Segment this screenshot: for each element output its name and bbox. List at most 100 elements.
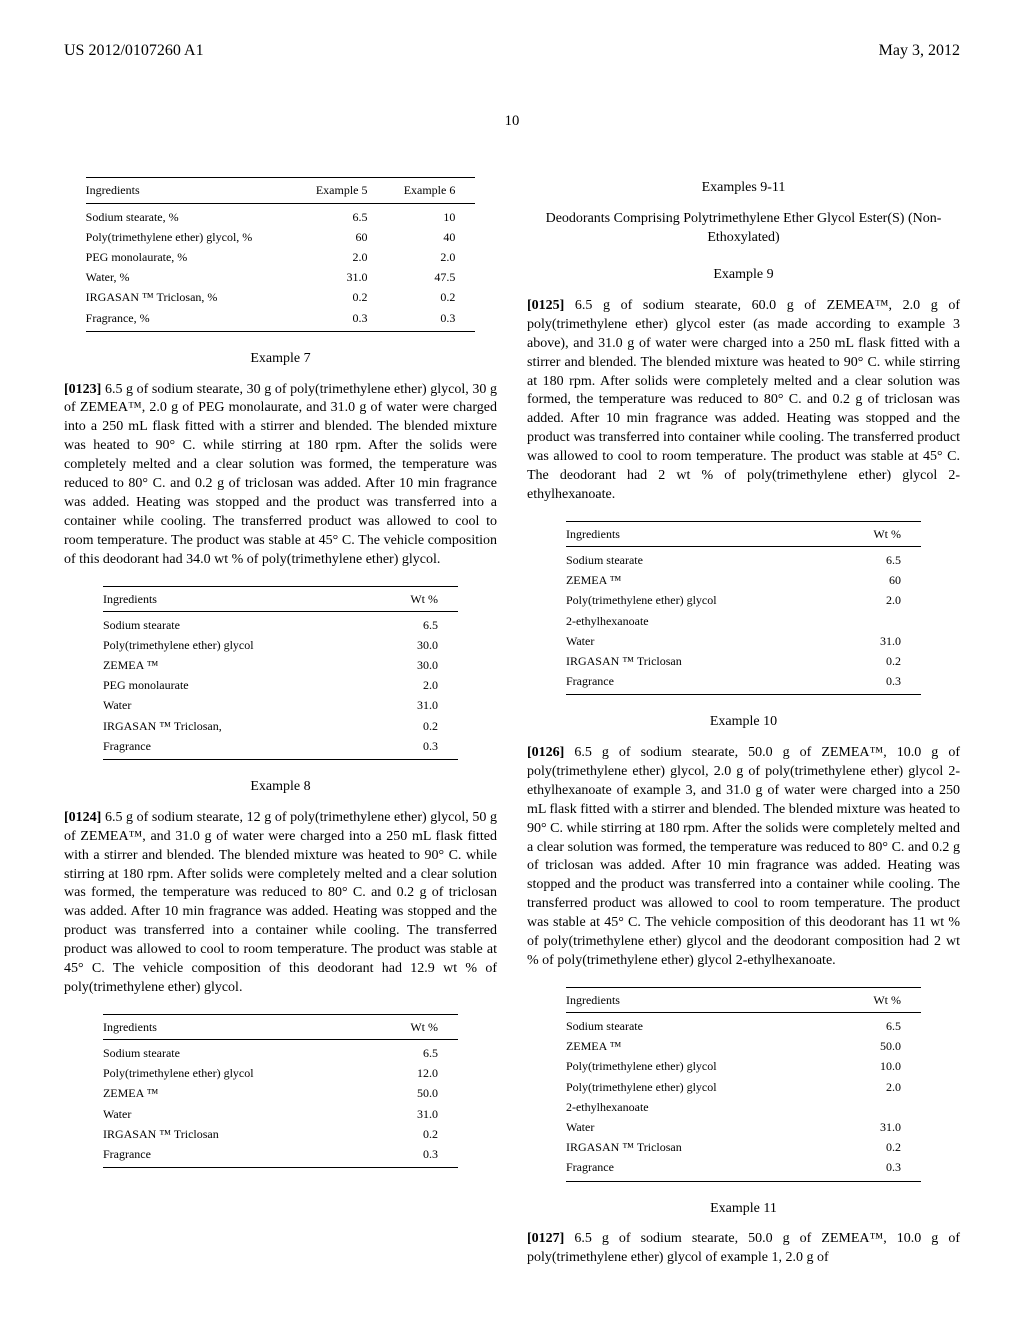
table-cell: 10.0 [839, 1056, 921, 1076]
table-cell: 6.5 [376, 611, 458, 635]
table-row: IRGASAN ™ Triclosan,0.2 [103, 716, 458, 736]
table-cell: Poly(trimethylene ether) glycol [103, 635, 376, 655]
table-cell: 0.3 [376, 736, 458, 760]
doc-number: US 2012/0107260 A1 [64, 40, 204, 62]
table-cell: Water [566, 1117, 839, 1137]
table-row: IRGASAN ™ Triclosan0.2 [103, 1124, 458, 1144]
table-cell: 60 [300, 227, 388, 247]
ex11-para-num: [0127] [527, 1231, 564, 1246]
table-cell: 6.5 [300, 203, 388, 227]
table-cell: 6.5 [839, 546, 921, 570]
ex7-title: Example 7 [64, 350, 497, 369]
table-row: Sodium stearate6.5 [103, 1039, 458, 1063]
table-cell: Sodium stearate [566, 546, 839, 570]
ex10-text: 6.5 g of sodium stearate, 50.0 g of ZEME… [527, 745, 960, 968]
table-cell: 31.0 [300, 267, 388, 287]
table-cell: 0.2 [388, 287, 476, 307]
table-row: Sodium stearate6.5 [103, 611, 458, 635]
table-cell: 0.2 [376, 1124, 458, 1144]
th-ex5: Example 5 [300, 178, 388, 203]
ex8-title: Example 8 [64, 778, 497, 797]
table-cell: 31.0 [839, 1117, 921, 1137]
table-row: Sodium stearate, %6.510 [86, 203, 476, 227]
table-row: Poly(trimethylene ether) glycol12.0 [103, 1063, 458, 1083]
ex8-para-num: [0124] [64, 810, 101, 825]
table-cell: Sodium stearate [103, 611, 376, 635]
table-cell: IRGASAN ™ Triclosan, [103, 716, 376, 736]
ex9-text: 6.5 g of sodium stearate, 60.0 g of ZEME… [527, 298, 960, 502]
table-cell: 0.3 [839, 671, 921, 695]
table-cell: 2-ethylhexanoate [566, 611, 839, 631]
table-cell: 0.3 [839, 1157, 921, 1181]
table-row: ZEMEA ™50.0 [103, 1083, 458, 1103]
table-row: Poly(trimethylene ether) glycol30.0 [103, 635, 458, 655]
ex10-para-num: [0126] [527, 745, 564, 760]
table-cell: IRGASAN ™ Triclosan [566, 1137, 839, 1157]
th-wt: Wt % [376, 586, 458, 611]
table-cell: Fragrance [103, 1144, 376, 1168]
ex11-text: 6.5 g of sodium stearate, 50.0 g of ZEME… [527, 1231, 960, 1265]
ex9-para: [0125] 6.5 g of sodium stearate, 60.0 g … [527, 297, 960, 505]
table-row: 2-ethylhexanoate [566, 1097, 921, 1117]
table-cell: 31.0 [839, 631, 921, 651]
table-cell: 50.0 [376, 1083, 458, 1103]
tbody-ex7: Sodium stearate6.5Poly(trimethylene ethe… [103, 611, 458, 759]
th-ex6: Example 6 [388, 178, 476, 203]
ex8-para: [0124] 6.5 g of sodium stearate, 12 g of… [64, 809, 497, 998]
table-cell: 0.3 [388, 308, 476, 332]
table-row: Water31.0 [103, 1104, 458, 1124]
table-row: Fragrance0.3 [566, 671, 921, 695]
ex10-para: [0126] 6.5 g of sodium stearate, 50.0 g … [527, 744, 960, 971]
table-cell: 2.0 [300, 247, 388, 267]
section-subtitle: Deodorants Comprising Polytrimethylene E… [527, 210, 960, 248]
table-cell: Water, % [86, 267, 300, 287]
table-row: Water31.0 [566, 631, 921, 651]
table-cell: 2.0 [839, 1077, 921, 1097]
th-wt: Wt % [376, 1014, 458, 1039]
section-title: Examples 9-11 [527, 179, 960, 198]
table-ex9: Ingredients Wt % Sodium stearate6.5ZEMEA… [566, 521, 921, 696]
table-row: ZEMEA ™30.0 [103, 655, 458, 675]
table-cell: Sodium stearate [103, 1039, 376, 1063]
table-cell [839, 611, 921, 631]
table-cell: 2.0 [839, 590, 921, 610]
table-cell: 2.0 [376, 675, 458, 695]
table-row: PEG monolaurate2.0 [103, 675, 458, 695]
tbody-ex56: Sodium stearate, %6.510Poly(trimethylene… [86, 203, 476, 331]
table-cell: IRGASAN ™ Triclosan, % [86, 287, 300, 307]
table-row: Poly(trimethylene ether) glycol2.0 [566, 590, 921, 610]
ex9-para-num: [0125] [527, 298, 564, 313]
tbody-ex10: Sodium stearate6.5ZEMEA ™50.0Poly(trimet… [566, 1013, 921, 1182]
left-column: Ingredients Example 5 Example 6 Sodium s… [64, 161, 497, 1280]
table-row: Poly(trimethylene ether) glycol, %6040 [86, 227, 476, 247]
table-row: IRGASAN ™ Triclosan0.2 [566, 651, 921, 671]
table-cell: 0.2 [300, 287, 388, 307]
table-ex5-6: Ingredients Example 5 Example 6 Sodium s… [86, 177, 476, 331]
table-ex10: Ingredients Wt % Sodium stearate6.5ZEMEA… [566, 987, 921, 1182]
table-row: Fragrance0.3 [103, 736, 458, 760]
table-row: 2-ethylhexanoate [566, 611, 921, 631]
ex7-para-num: [0123] [64, 382, 101, 397]
table-row: IRGASAN ™ Triclosan0.2 [566, 1137, 921, 1157]
th-ing: Ingredients [566, 987, 839, 1012]
table-row: PEG monolaurate, %2.02.0 [86, 247, 476, 267]
table-cell: Fragrance [566, 1157, 839, 1181]
table-cell: Poly(trimethylene ether) glycol [566, 1077, 839, 1097]
table-row: IRGASAN ™ Triclosan, %0.20.2 [86, 287, 476, 307]
table-cell: 10 [388, 203, 476, 227]
table-cell: IRGASAN ™ Triclosan [103, 1124, 376, 1144]
table-cell: 60 [839, 570, 921, 590]
ex11-title: Example 11 [527, 1200, 960, 1219]
table-cell: Poly(trimethylene ether) glycol [566, 1056, 839, 1076]
table-cell: 0.2 [839, 651, 921, 671]
table-cell: Fragrance, % [86, 308, 300, 332]
table-row: Water31.0 [566, 1117, 921, 1137]
tbody-ex8: Sodium stearate6.5Poly(trimethylene ethe… [103, 1039, 458, 1167]
table-cell: 40 [388, 227, 476, 247]
th-wt: Wt % [839, 521, 921, 546]
table-cell: PEG monolaurate, % [86, 247, 300, 267]
table-cell [839, 1097, 921, 1117]
table-cell: 0.2 [839, 1137, 921, 1157]
table-cell: ZEMEA ™ [103, 1083, 376, 1103]
table-cell: 31.0 [376, 695, 458, 715]
